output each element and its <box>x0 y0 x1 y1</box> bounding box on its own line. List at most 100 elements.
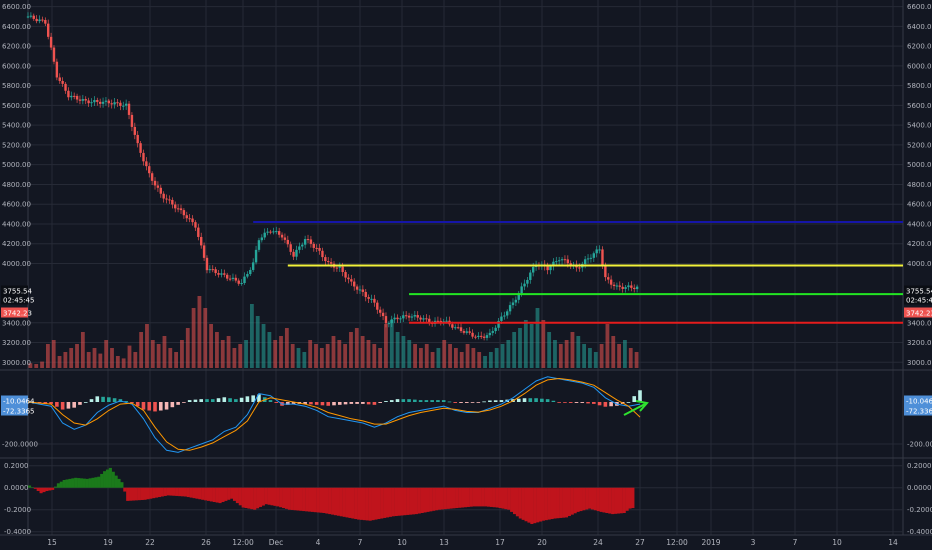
indicator-area-bar <box>232 487 237 501</box>
indicator-area-bar <box>183 487 187 497</box>
candle-body <box>347 277 350 280</box>
volume-bar <box>436 348 441 368</box>
price-tick-left: 5800.00 <box>2 82 31 90</box>
macd-histogram-bar <box>638 390 642 402</box>
candle-body <box>107 100 111 104</box>
candle-body <box>159 187 162 194</box>
indicator-area-bar <box>74 477 78 488</box>
candle-body <box>58 77 61 81</box>
candle-body <box>150 173 154 181</box>
volume-bar <box>477 352 482 368</box>
macd-histogram-bar <box>418 400 423 402</box>
candle-body <box>511 302 515 306</box>
indicator-area-bar <box>423 487 427 513</box>
indicator-area-bar <box>111 471 115 488</box>
volume-bar <box>86 352 91 368</box>
candle-body <box>376 302 379 310</box>
candle-body <box>211 269 214 271</box>
indicator-area-bar <box>590 487 595 510</box>
candle-body <box>384 316 388 324</box>
candle-body <box>329 262 333 264</box>
indicator-area-bar <box>94 477 98 488</box>
indicator-panel[interactable] <box>28 465 903 533</box>
candle-body <box>130 114 134 127</box>
price-tick-left: 3200.00 <box>2 339 31 347</box>
candle-body <box>612 284 616 287</box>
macd-histogram-bar <box>476 402 481 403</box>
signal-value-tag-bg <box>1 405 28 416</box>
volume-bar <box>354 328 359 368</box>
macd-histogram-bar <box>349 402 354 404</box>
macd-histogram-bar <box>78 402 82 405</box>
indicator-area-bar <box>105 469 110 488</box>
candle-body <box>295 249 298 257</box>
horizontal-lines[interactable] <box>253 220 903 324</box>
indicator-area-bar <box>157 487 162 498</box>
indicator-area-bar <box>85 478 89 488</box>
signal-line <box>27 377 641 451</box>
indicator-area-bar <box>198 487 202 500</box>
indicator-area-bar <box>120 482 124 488</box>
candle-body <box>480 335 483 337</box>
indicator-area-bar <box>250 487 254 510</box>
x-axis-tick: Dec <box>269 538 284 547</box>
countdown-tag-bg <box>1 294 28 305</box>
macd-panel[interactable] <box>26 376 903 453</box>
indicator-area-bar <box>435 487 439 511</box>
price-tick-left: 6600.00 <box>2 3 31 11</box>
indicator-area-bar <box>71 478 75 488</box>
volume-bar <box>63 352 68 368</box>
macd-value-tag: -10.0464 <box>906 398 932 406</box>
candle-body <box>156 185 160 188</box>
candle-body <box>272 231 275 233</box>
candle-body <box>627 285 630 288</box>
candle-body <box>419 317 422 320</box>
price-tick-left: 5400.00 <box>2 122 31 130</box>
volume-bar <box>284 328 289 368</box>
indicator-area-bar <box>403 487 407 516</box>
macd-histogram-bar <box>141 402 146 410</box>
indicator-area-bar <box>175 487 179 496</box>
indicator-area-bar <box>91 477 95 488</box>
alt-price-tag: 3742.23 <box>3 310 32 318</box>
candle-body <box>67 90 70 98</box>
price-panel[interactable] <box>26 12 639 341</box>
volume-bar <box>430 352 435 368</box>
candle-body <box>171 199 174 205</box>
candle-body <box>142 152 145 162</box>
candle-body <box>127 103 131 115</box>
candle-body <box>202 245 206 258</box>
indicator-area-bar <box>108 467 112 488</box>
candle-body <box>165 198 168 200</box>
candle-body <box>309 239 313 244</box>
price-tick-right: 5200.00 <box>907 141 932 149</box>
volume-bar <box>80 332 85 368</box>
indicator-tick-right: -0.4000 <box>907 528 932 536</box>
candle-body <box>436 320 440 322</box>
volume-bar <box>244 340 248 368</box>
volume-bar <box>197 296 202 368</box>
price-tick-left: 6200.00 <box>2 43 31 51</box>
candle-body <box>188 218 191 220</box>
macd-histogram-bar <box>597 402 602 406</box>
price-tick-left: 5200.00 <box>2 141 31 149</box>
candle-body <box>364 291 367 298</box>
indicator-area-bar <box>221 487 225 502</box>
price-tick-right: 6200.00 <box>907 43 932 51</box>
indicator-area-bar <box>117 478 121 488</box>
indicator-area-bar <box>463 487 468 508</box>
indicator-area-bar <box>388 487 392 517</box>
indicator-tick-left: -0.4000 <box>4 528 31 536</box>
macd-histogram-bar <box>580 402 585 403</box>
macd-histogram-bar <box>251 395 255 402</box>
macd-histogram-bar <box>72 402 76 408</box>
indicator-area-bar <box>241 487 245 508</box>
indicator-area-bar <box>475 487 479 507</box>
macd-histogram-bar <box>355 402 359 404</box>
candle-body <box>275 231 278 233</box>
x-axis-tick: 26 <box>201 538 211 547</box>
price-tick-right: 5400.00 <box>907 122 932 130</box>
indicator-area-bar <box>152 487 156 499</box>
